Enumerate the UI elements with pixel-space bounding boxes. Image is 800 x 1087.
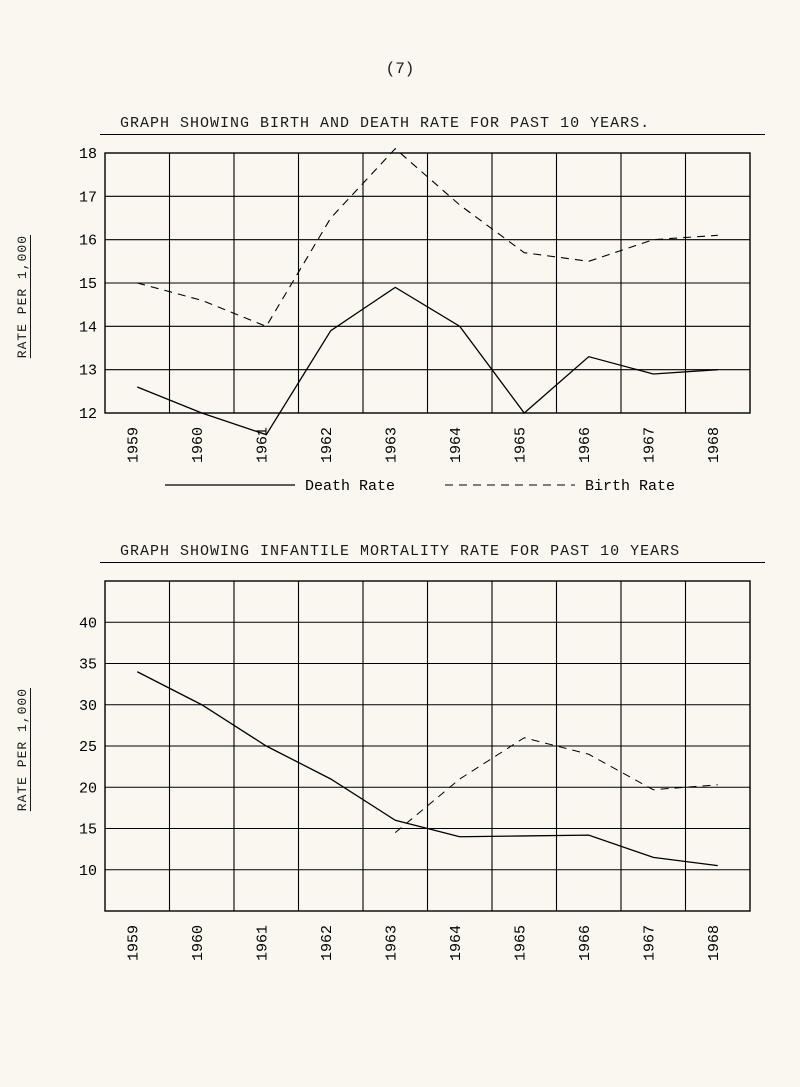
ytick-label: 35 [79, 657, 97, 674]
ytick-label: 16 [79, 233, 97, 250]
xtick-label: 1960 [190, 925, 207, 961]
ytick-label: 40 [79, 615, 97, 632]
xtick-label: 1960 [190, 427, 207, 463]
chart2-title: GRAPH SHOWING INFANTILE MORTALITY RATE F… [100, 543, 765, 560]
ytick-label: 17 [79, 189, 97, 206]
ytick-label: 14 [79, 319, 97, 336]
ytick-label: 12 [79, 406, 97, 423]
chart2: 40 35 30 25 20 15 10 1959 1960 1961 1962 1963 1964 19… [30, 576, 770, 986]
chart1-title-underline [100, 134, 765, 135]
xtick-label: 1965 [512, 427, 529, 463]
ytick-label: 25 [79, 739, 97, 756]
xtick-label: 1962 [319, 427, 336, 463]
xtick-label: 1959 [125, 925, 142, 961]
xtick-label: 1966 [577, 925, 594, 961]
ytick-label: 10 [79, 863, 97, 880]
page-number: (7) [386, 60, 415, 78]
chart-svg: 18 17 16 15 14 13 12 1959 1960 1961 1962 1963 1964 19… [30, 148, 770, 508]
chart1-ylabel: RATE PER 1,000 [15, 235, 30, 358]
ytick-label: 15 [79, 276, 97, 293]
chart2-title-block: GRAPH SHOWING INFANTILE MORTALITY RATE F… [100, 543, 765, 563]
legend-death-rate: Death Rate [305, 478, 395, 495]
chart1-title-block: GRAPH SHOWING BIRTH AND DEATH RATE FOR P… [100, 115, 765, 135]
xtick-label: 1959 [125, 427, 142, 463]
chart2-ylabel: RATE PER 1,000 [15, 688, 30, 811]
xtick-label: 1964 [448, 925, 465, 961]
xtick-label: 1963 [383, 925, 400, 961]
chart1: 18 17 16 15 14 13 12 1959 1960 1961 1962 1963 1964 19… [30, 148, 770, 508]
xtick-label: 1968 [706, 925, 723, 961]
ytick-label: 30 [79, 698, 97, 715]
xtick-label: 1967 [641, 925, 658, 961]
xtick-label: 1966 [577, 427, 594, 463]
xtick-label: 1967 [641, 427, 658, 463]
xtick-label: 1961 [254, 925, 271, 961]
xtick-label: 1962 [319, 925, 336, 961]
xtick-label: 1961 [254, 427, 271, 463]
xtick-label: 1965 [512, 925, 529, 961]
ytick-label: 20 [79, 780, 97, 797]
ytick-label: 18 [79, 148, 97, 163]
xtick-label: 1964 [448, 427, 465, 463]
legend-birth-rate: Birth Rate [585, 478, 675, 495]
xtick-label: 1968 [706, 427, 723, 463]
chart1-title: GRAPH SHOWING BIRTH AND DEATH RATE FOR P… [100, 115, 765, 132]
ytick-label: 15 [79, 822, 97, 839]
xtick-label: 1963 [383, 427, 400, 463]
ytick-label: 13 [79, 363, 97, 380]
chart-svg: 40 35 30 25 20 15 10 1959 1960 1961 1962 1963 1964 19… [30, 576, 770, 986]
chart2-title-underline [100, 562, 765, 563]
